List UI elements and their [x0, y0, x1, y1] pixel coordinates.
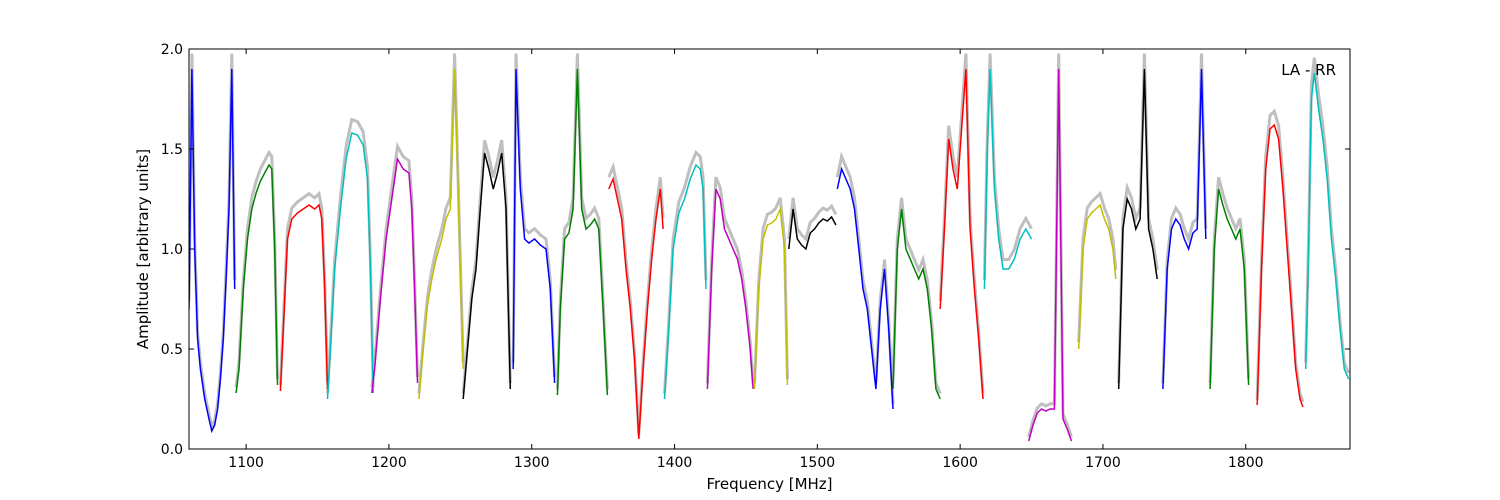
series-line-18 [983, 68, 1033, 290]
series-line-13 [753, 206, 789, 390]
series-line-7 [462, 152, 512, 400]
series-layer [189, 68, 1350, 442]
series-line-3 [279, 203, 329, 392]
x-tick-label: 1400 [657, 455, 693, 471]
background-series-6 [417, 53, 465, 394]
x-tick-label: 1200 [371, 455, 407, 471]
plot-frame [188, 48, 1351, 450]
ticks-layer: 1100 1200 1300 1400 1500 1600 1700 1800 0.0 0.5 1.… [161, 42, 1350, 471]
background-series-21 [1117, 53, 1159, 384]
x-tick-label: 1700 [1085, 455, 1121, 471]
series-line-19 [1027, 68, 1073, 442]
series-line-5 [371, 156, 419, 394]
series-line-23 [1209, 188, 1250, 390]
series-line-1 [189, 68, 236, 434]
y-axis-label: Amplitude [arbitrary units] [134, 149, 152, 349]
series-line-11 [663, 163, 707, 400]
series-line-15 [836, 166, 894, 410]
series-line-10 [608, 176, 664, 440]
series-line-9 [556, 68, 609, 396]
series-line-2 [235, 163, 279, 394]
y-tick-label: 1.5 [161, 142, 183, 158]
background-series-14 [787, 197, 838, 242]
series-line-4 [326, 132, 374, 400]
x-tick-label: 1500 [800, 455, 836, 471]
y-tick-label: 0.5 [161, 342, 183, 358]
series-line-8 [512, 68, 556, 384]
x-tick-label: 1300 [514, 455, 550, 471]
series-line-12 [706, 188, 754, 390]
polarization-annotation: LA - RR [1281, 61, 1336, 79]
x-axis-label: Frequency [MHz] [706, 475, 832, 493]
background-series-20 [1077, 190, 1118, 343]
background-series-3 [278, 190, 329, 386]
background-series-4 [326, 117, 375, 394]
background-series-19 [1027, 53, 1073, 438]
series-line-20 [1077, 203, 1117, 350]
y-tick-label: 1.0 [161, 242, 183, 258]
background-series-layer [189, 53, 1350, 438]
background-series-15 [835, 151, 895, 404]
y-tick-label: 2.0 [161, 42, 183, 58]
x-tick-label: 1100 [228, 455, 264, 471]
series-line-17 [939, 68, 984, 400]
series-line-22 [1162, 68, 1207, 390]
series-line-21 [1117, 68, 1158, 390]
background-series-2 [234, 149, 279, 388]
background-series-11 [663, 149, 708, 394]
x-tick-label: 1800 [1228, 455, 1264, 471]
background-series-17 [938, 53, 985, 394]
series-line-24 [1256, 123, 1304, 408]
background-series-23 [1208, 176, 1251, 384]
series-line-6 [418, 68, 464, 400]
y-tick-label: 0.0 [161, 442, 183, 458]
background-series-25 [1304, 57, 1350, 374]
series-line-14 [788, 208, 837, 251]
background-series-13 [753, 197, 789, 384]
x-tick-label: 1600 [942, 455, 978, 471]
series-line-25 [1304, 72, 1350, 380]
background-series-22 [1161, 53, 1208, 384]
background-series-8 [511, 53, 557, 378]
series-line-16 [892, 208, 941, 400]
background-series-9 [555, 53, 609, 390]
